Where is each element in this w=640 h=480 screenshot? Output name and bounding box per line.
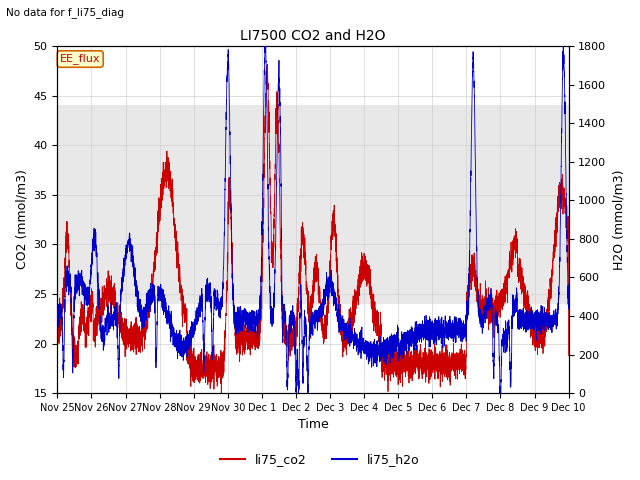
Text: EE_flux: EE_flux — [60, 54, 100, 64]
Y-axis label: H2O (mmol/m3): H2O (mmol/m3) — [612, 169, 625, 270]
X-axis label: Time: Time — [298, 419, 328, 432]
Y-axis label: CO2 (mmol/m3): CO2 (mmol/m3) — [15, 169, 28, 269]
Text: No data for f_li75_diag: No data for f_li75_diag — [6, 7, 124, 18]
Bar — [58, 106, 568, 304]
Legend: li75_co2, li75_h2o: li75_co2, li75_h2o — [215, 448, 425, 471]
Title: LI7500 CO2 and H2O: LI7500 CO2 and H2O — [240, 29, 386, 43]
